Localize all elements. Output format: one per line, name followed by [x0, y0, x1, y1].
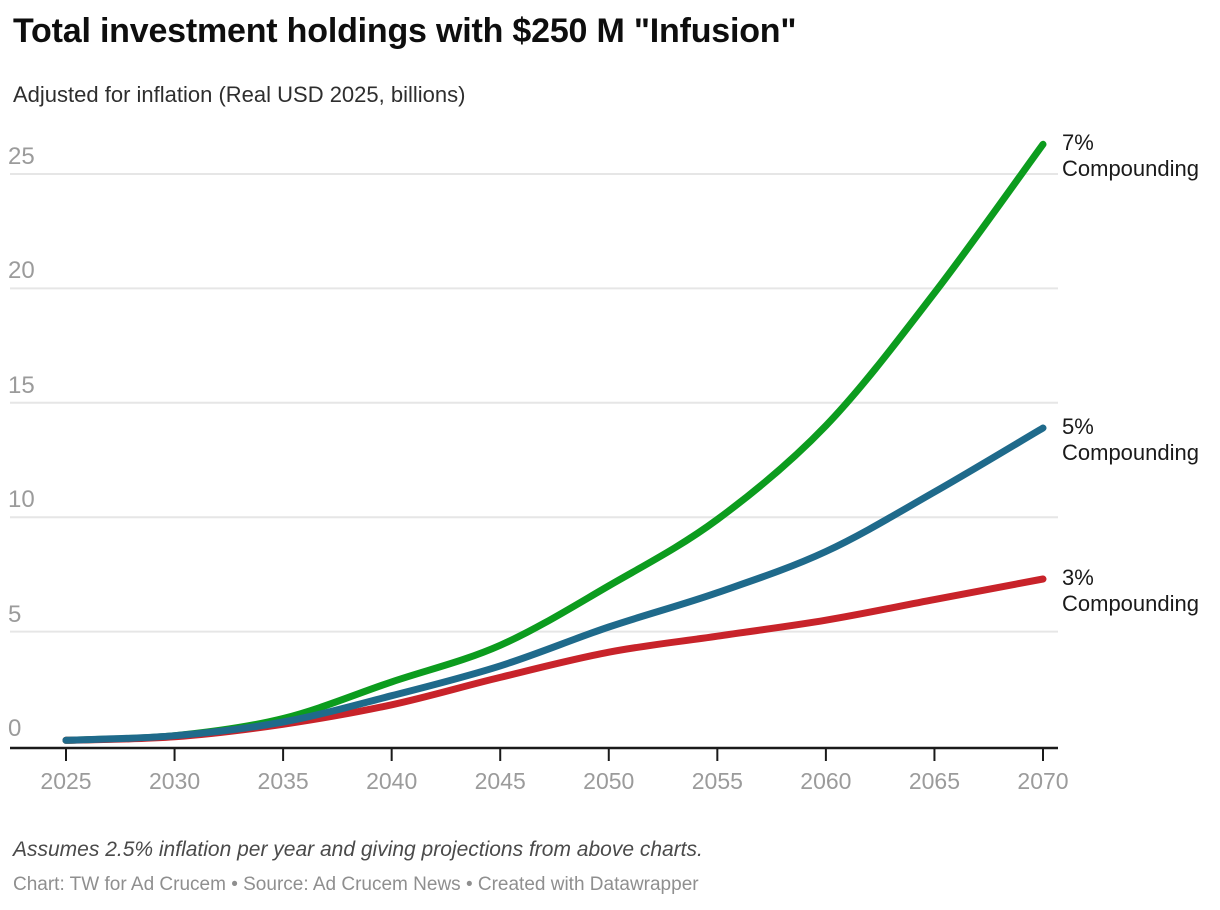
series-label-5-compounding: 5% Compounding — [1062, 413, 1199, 465]
series-line-3-compounding — [62, 575, 1047, 744]
chart-subtitle: Adjusted for inflation (Real USD 2025, b… — [13, 82, 466, 107]
y-tick-label: 0 — [8, 715, 22, 742]
x-tick-label: 2025 — [40, 768, 92, 794]
x-tick-label: 2055 — [691, 768, 743, 794]
y-tick-label: 25 — [8, 143, 35, 170]
y-tick-label: 5 — [8, 600, 22, 628]
series-line-5-compounding — [62, 424, 1047, 744]
x-tick-label: 2040 — [366, 768, 418, 794]
series-label-7-compounding: 7% Compounding — [1062, 130, 1199, 182]
chart-credit-line: Chart: TW for Ad Crucem • Source: Ad Cru… — [13, 874, 699, 895]
x-tick-label: 2065 — [908, 768, 961, 794]
x-tick-label: 2030 — [148, 768, 201, 794]
x-tick-label: 2050 — [583, 768, 635, 794]
series-line-7-compounding — [62, 140, 1047, 744]
y-tick-label: 10 — [8, 486, 35, 514]
chart-title: Total investment holdings with $250 M "I… — [13, 12, 797, 50]
x-tick-label: 2045 — [474, 768, 526, 794]
x-tick-label: 2060 — [800, 768, 852, 794]
x-tick-label: 2035 — [257, 768, 309, 794]
y-tick-label: 15 — [8, 371, 35, 399]
x-tick-label: 2070 — [1017, 768, 1069, 794]
y-tick-label: 20 — [8, 257, 35, 285]
series-label-3-compounding: 3% Compounding — [1062, 564, 1199, 616]
chart-footnote: Assumes 2.5% inflation per year and givi… — [13, 838, 703, 861]
